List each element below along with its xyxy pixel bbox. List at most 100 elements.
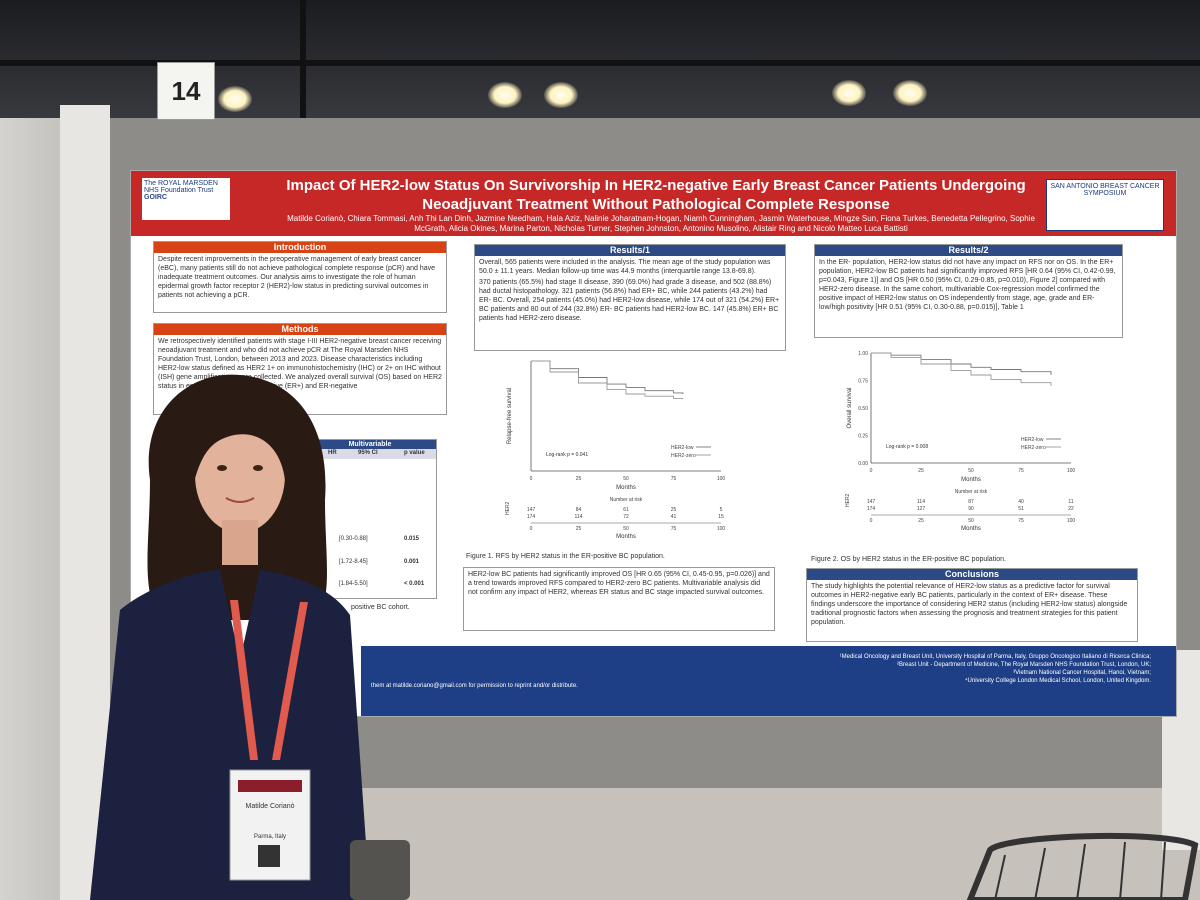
intro-text: Despite recent improvements in the preop… (158, 256, 436, 299)
km-series-line (531, 360, 684, 394)
affiliations: ¹Medical Oncology and Breast Unit, Unive… (731, 653, 1151, 685)
risk-x-tick-label: 25 (576, 526, 582, 532)
conclusions-section: Conclusions The study highlights the pot… (806, 568, 1138, 642)
results1-bottom-box: HER2-low BC patients had significantly i… (463, 567, 775, 631)
x-tick-label: 0 (530, 476, 533, 482)
risk-table-cell: 84 (576, 507, 582, 513)
y-tick-label: 0.00 (858, 461, 868, 467)
table-multivariable-header: Multivariable (304, 440, 436, 449)
ceiling-light (488, 82, 522, 108)
results1-text-2: 370 patients (65.5%) had stage II diseas… (479, 279, 780, 322)
poster-authors: Matilde Corianò, Chiara Tommasi, Anh Thi… (287, 214, 1035, 233)
risk-x-tick-label: 75 (1018, 518, 1024, 524)
poster-title: Impact Of HER2-low Status On Survivorshi… (286, 177, 1026, 213)
figure1-caption: Figure 1. RFS by HER2 status in the ER-p… (466, 553, 665, 560)
x-tick-label: 100 (1067, 468, 1076, 474)
risk-table-cell: 147 (527, 507, 536, 513)
risk-x-tick-label: 50 (968, 518, 974, 524)
booth-number: 14 (157, 62, 215, 120)
risk-x-tick-label: 100 (1067, 518, 1076, 524)
x-tick-label: 25 (918, 468, 924, 474)
risk-table-cell: 87 (968, 499, 974, 505)
risk-table-cell: 147 (867, 499, 876, 505)
conclusions-heading: Conclusions (807, 569, 1137, 580)
table-row-ci: [1.84-5.50] (339, 581, 368, 587)
table-row-p: 0.015 (404, 536, 420, 542)
risk-table-row-label: HER2 (505, 501, 511, 515)
risk-table-cell: 72 (623, 514, 629, 520)
chair-back (350, 840, 410, 900)
risk-x-tick-label: 0 (870, 518, 873, 524)
legend-label: HER2-low (671, 445, 694, 451)
y-tick-label: 1.00 (858, 351, 868, 357)
ceiling-light (893, 80, 927, 106)
logrank-annotation: Log-rank p = 0.008 (886, 444, 928, 450)
x-tick-label: 50 (623, 476, 629, 482)
results1-text-1: Overall, 565 patients were included in t… (479, 259, 771, 275)
risk-x-tick-label: 25 (918, 518, 924, 524)
results2-text: In the ER- population, HER2-low status d… (819, 259, 1116, 311)
risk-table-cell: 114 (575, 514, 583, 520)
badge-name: Matilde Corianò (245, 803, 294, 810)
risk-table-cell: 174 (867, 506, 876, 512)
risk-x-tick-label: 0 (530, 526, 533, 532)
ceiling-light (218, 86, 252, 112)
risk-x-axis-label: Months (961, 526, 981, 532)
risk-table-cell: 5 (720, 507, 723, 513)
table-row-ci: [0.30-0.88] (339, 536, 368, 542)
risk-table-cell: 127 (917, 506, 926, 512)
table-p-header: p value (404, 450, 425, 456)
intro-section: Introduction Despite recent improvements… (153, 241, 447, 313)
risk-table-cell: 22 (1068, 506, 1074, 512)
risk-table-cell: 41 (671, 514, 677, 520)
table-hr-header: HR (328, 450, 337, 456)
poster-header: The ROYAL MARSDEN NHS Foundation Trust G… (131, 171, 1176, 236)
figure2-caption: Figure 2. OS by HER2 status in the ER-po… (811, 556, 1006, 563)
risk-x-tick-label: 50 (623, 526, 629, 532)
ceiling-light (544, 82, 578, 108)
y-axis-label: Relapse-free survival (507, 388, 513, 444)
sabcs-logo: SAN ANTONIO BREAST CANCER SYMPOSIUM (1046, 179, 1164, 231)
risk-table-cell: 114 (917, 499, 925, 505)
x-tick-label: 25 (576, 476, 582, 482)
x-axis-label: Months (961, 477, 981, 483)
x-tick-label: 50 (968, 468, 974, 474)
table-row-ci: [1.72-8.45] (339, 559, 368, 565)
results1-heading: Results/1 (475, 245, 785, 256)
x-tick-label: 75 (1018, 468, 1024, 474)
poster-email: them at matilde.coriano@gmail.com for pe… (371, 683, 578, 689)
poster-footer (361, 646, 1176, 716)
conclusions-text: The study highlights the potential relev… (811, 583, 1128, 626)
x-axis-label: Months (616, 485, 636, 491)
legend-label: HER2-zero (1021, 445, 1046, 451)
legend-label: HER2-low (1021, 437, 1044, 443)
risk-x-tick-label: 100 (717, 526, 726, 532)
os-km-chart: 0 25 50 75 100 0.00 0.25 0.50 0.75 1.00 Months Over… (845, 351, 1076, 532)
risk-table-cell: 15 (718, 514, 724, 520)
table-caption: positive BC cohort. (351, 604, 410, 611)
y-tick-label: 0.75 (858, 379, 868, 385)
royal-marsden-logo: The ROYAL MARSDEN NHS Foundation Trust G… (141, 177, 231, 221)
risk-x-tick-label: 75 (671, 526, 677, 532)
km-series-line (871, 352, 1052, 386)
affiliation: ¹Medical Oncology and Breast Unit, Unive… (839, 654, 1151, 660)
risk-table-cell: 11 (1068, 499, 1073, 505)
y-tick-label: 0.50 (858, 406, 868, 412)
ceiling-light (832, 80, 866, 106)
table-col-header-row: HR 95% CI p value (304, 449, 436, 459)
risk-table-cell: 90 (968, 506, 974, 512)
km-series-line (871, 352, 1052, 375)
table-ci-header: 95% CI (358, 450, 378, 456)
legend-label: HER2-zero (671, 453, 696, 459)
methods-heading: Methods (154, 324, 446, 335)
x-tick-label: 100 (717, 476, 726, 482)
risk-table-cell: 174 (527, 514, 536, 520)
y-tick-label: 0.25 (858, 434, 868, 440)
intro-heading: Introduction (154, 242, 446, 253)
table-row-p: < 0.001 (404, 581, 425, 587)
affiliation: ⁴University College London Medical Schoo… (964, 678, 1151, 684)
x-tick-label: 0 (870, 468, 873, 474)
risk-table-cell: 40 (1018, 499, 1024, 505)
results2-heading: Results/2 (815, 245, 1122, 256)
